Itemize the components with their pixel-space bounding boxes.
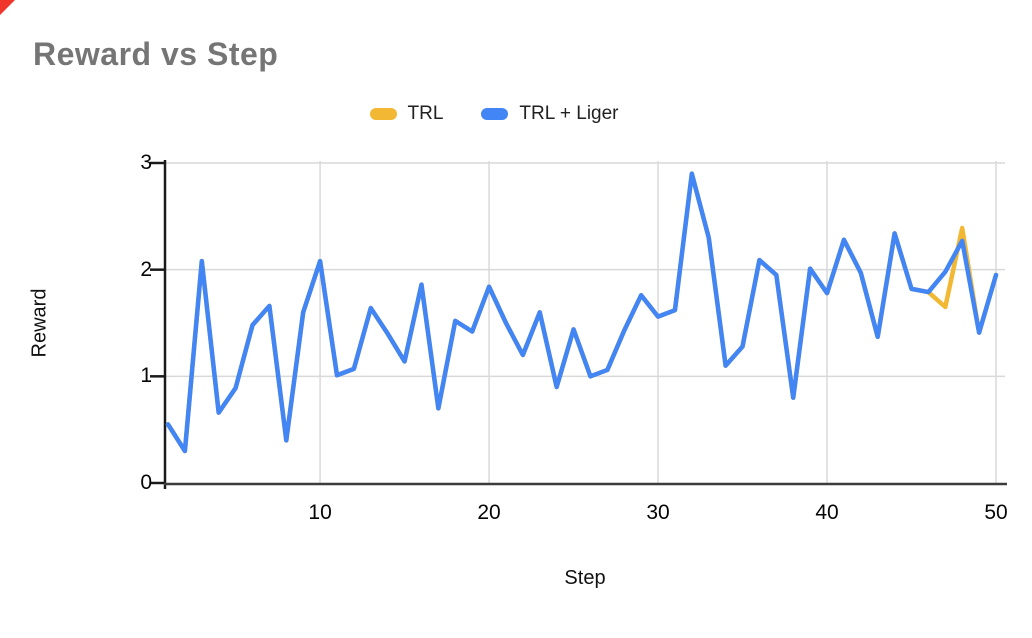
y-tick-label: 3 <box>140 151 152 174</box>
legend-swatch-icon <box>369 108 397 120</box>
legend-label: TRL <box>407 103 444 124</box>
chart-title: Reward vs Step <box>33 36 279 72</box>
x-tick-label: 30 <box>646 501 670 524</box>
legend: TRL TRL + Liger <box>0 103 1010 125</box>
x-tick-label: 20 <box>477 501 501 524</box>
corner-marker-icon <box>0 0 15 15</box>
y-axis-title: Reward <box>28 288 51 358</box>
legend-item-trl[interactable]: TRL <box>369 103 444 125</box>
x-axis-title: Step <box>564 567 606 589</box>
legend-label: TRL + Liger <box>519 103 619 124</box>
y-tick-label: 0 <box>140 471 152 494</box>
y-tick-label: 2 <box>140 257 152 281</box>
series-line-trl-liger[interactable] <box>165 171 999 454</box>
x-tick-label: 10 <box>308 501 332 524</box>
x-tick-label: 40 <box>815 501 839 524</box>
x-tick-label: 50 <box>984 501 1008 524</box>
legend-item-trl-liger[interactable]: TRL + Liger <box>481 103 619 125</box>
legend-swatch-icon <box>481 108 509 120</box>
y-tick-label: 1 <box>140 364 152 388</box>
